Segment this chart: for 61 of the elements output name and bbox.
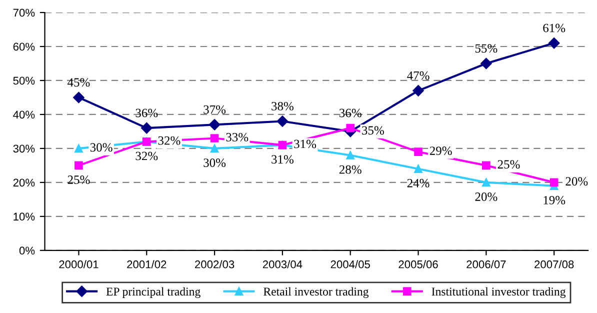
y-tick-label: 20% xyxy=(13,178,35,187)
point xyxy=(210,144,219,153)
point xyxy=(414,148,422,156)
data-label: 25% xyxy=(68,176,90,184)
point xyxy=(210,134,219,142)
x-tick-label: 2001/02 xyxy=(127,260,166,268)
x-tick-label: 2006/07 xyxy=(466,260,506,268)
point xyxy=(550,178,558,187)
legend-label: Institutional investor trading xyxy=(432,287,566,298)
data-label: 20% xyxy=(475,192,498,201)
y-tick-label: 50% xyxy=(13,76,35,85)
point xyxy=(346,151,355,160)
point xyxy=(414,164,422,174)
data-label: 55% xyxy=(475,44,498,53)
data-label: 35% xyxy=(362,126,384,135)
data-label: 38% xyxy=(272,102,294,110)
data-label: 30% xyxy=(90,143,112,152)
point xyxy=(208,119,220,130)
point xyxy=(141,122,152,134)
x-tick-label: 2005/06 xyxy=(398,260,438,268)
data-label: 24% xyxy=(407,178,430,188)
data-label: 29% xyxy=(430,146,452,156)
point xyxy=(276,116,288,127)
data-label: 45% xyxy=(68,78,90,87)
point xyxy=(482,178,490,187)
data-label: 47% xyxy=(407,71,430,80)
data-label: 19% xyxy=(544,196,566,204)
data-label: 36% xyxy=(136,108,158,118)
x-tick-label: 2004/05 xyxy=(330,260,370,268)
point xyxy=(74,161,83,170)
point xyxy=(346,124,355,132)
x-tick-label: 2002/03 xyxy=(195,260,234,268)
y-tick-label: 60% xyxy=(13,42,35,51)
y-tick-label: 0% xyxy=(19,246,35,255)
y-tick-label: 70% xyxy=(13,8,35,17)
data-label: 28% xyxy=(339,165,362,174)
data-label: 20% xyxy=(566,177,588,186)
data-label: 37% xyxy=(204,105,226,114)
data-label: 32% xyxy=(136,152,158,160)
legend-label: EP principal trading xyxy=(106,287,200,298)
x-tick-label: 2007/08 xyxy=(534,260,574,268)
point xyxy=(548,38,560,49)
point xyxy=(74,144,83,153)
y-tick-label: 40% xyxy=(13,110,35,119)
x-tick-label: 2000/01 xyxy=(59,260,98,268)
data-label: 30% xyxy=(204,158,226,168)
point xyxy=(482,161,490,170)
y-tick-label: 10% xyxy=(14,212,35,221)
y-tick-label: 30% xyxy=(13,144,35,153)
point xyxy=(412,85,424,96)
data-label: 36% xyxy=(340,108,362,118)
data-label: 32% xyxy=(158,136,180,145)
point xyxy=(480,58,492,70)
data-label: 31% xyxy=(272,155,294,164)
x-tick-label: 2003/04 xyxy=(262,260,302,268)
data-label: 31% xyxy=(294,140,316,148)
data-label: 33% xyxy=(226,132,248,142)
point xyxy=(73,92,84,104)
data-label: 25% xyxy=(498,160,520,169)
legend-label: Retail investor trading xyxy=(264,287,369,298)
data-label: 61% xyxy=(543,24,566,32)
